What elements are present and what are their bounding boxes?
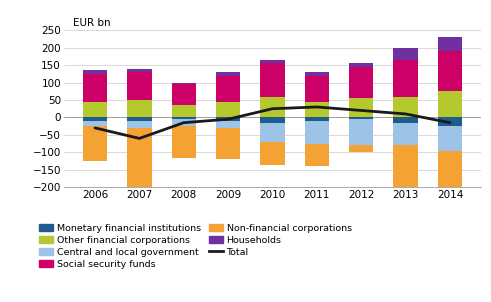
Bar (127, 69, 152, 72)
Bar (171, 105, 196, 117)
Bar (83, 117, 107, 121)
Bar (393, 48, 418, 60)
Bar (393, 97, 418, 117)
Bar (171, 126, 196, 158)
Bar (83, 121, 107, 126)
Bar (393, 60, 418, 97)
Bar (127, 117, 152, 121)
Bar (83, 74, 107, 102)
Bar (260, 142, 285, 165)
Bar (260, 97, 285, 117)
Bar (83, 126, 107, 161)
Bar (216, 72, 240, 76)
Bar (83, 70, 107, 74)
Bar (349, 98, 374, 117)
Bar (349, 63, 374, 67)
Bar (83, 102, 107, 117)
Bar (171, 84, 196, 105)
Bar (216, 76, 240, 102)
Bar (438, 51, 462, 91)
Bar (349, 119, 374, 145)
Bar (438, 151, 462, 205)
Text: EUR bn: EUR bn (73, 18, 110, 28)
Bar (305, 72, 329, 76)
Bar (305, 121, 329, 144)
Bar (349, 117, 374, 119)
Bar (260, 63, 285, 97)
Bar (216, 121, 240, 128)
Legend: Monetary financial institutions, Other financial corporations, Central and local: Monetary financial institutions, Other f… (35, 220, 355, 272)
Bar (305, 76, 329, 102)
Bar (171, 82, 196, 84)
Bar (305, 102, 329, 117)
Bar (127, 121, 152, 128)
Bar (127, 72, 152, 100)
Bar (260, 123, 285, 142)
Bar (305, 144, 329, 166)
Bar (216, 102, 240, 117)
Bar (438, 117, 462, 126)
Bar (260, 117, 285, 123)
Bar (438, 37, 462, 51)
Bar (438, 126, 462, 151)
Bar (393, 145, 418, 189)
Bar (216, 128, 240, 159)
Bar (349, 145, 374, 152)
Bar (216, 117, 240, 121)
Bar (438, 91, 462, 117)
Bar (171, 119, 196, 126)
Bar (171, 117, 196, 119)
Bar (305, 117, 329, 121)
Bar (393, 123, 418, 145)
Bar (260, 60, 285, 63)
Bar (127, 128, 152, 189)
Bar (393, 117, 418, 123)
Bar (349, 67, 374, 98)
Bar (127, 100, 152, 117)
